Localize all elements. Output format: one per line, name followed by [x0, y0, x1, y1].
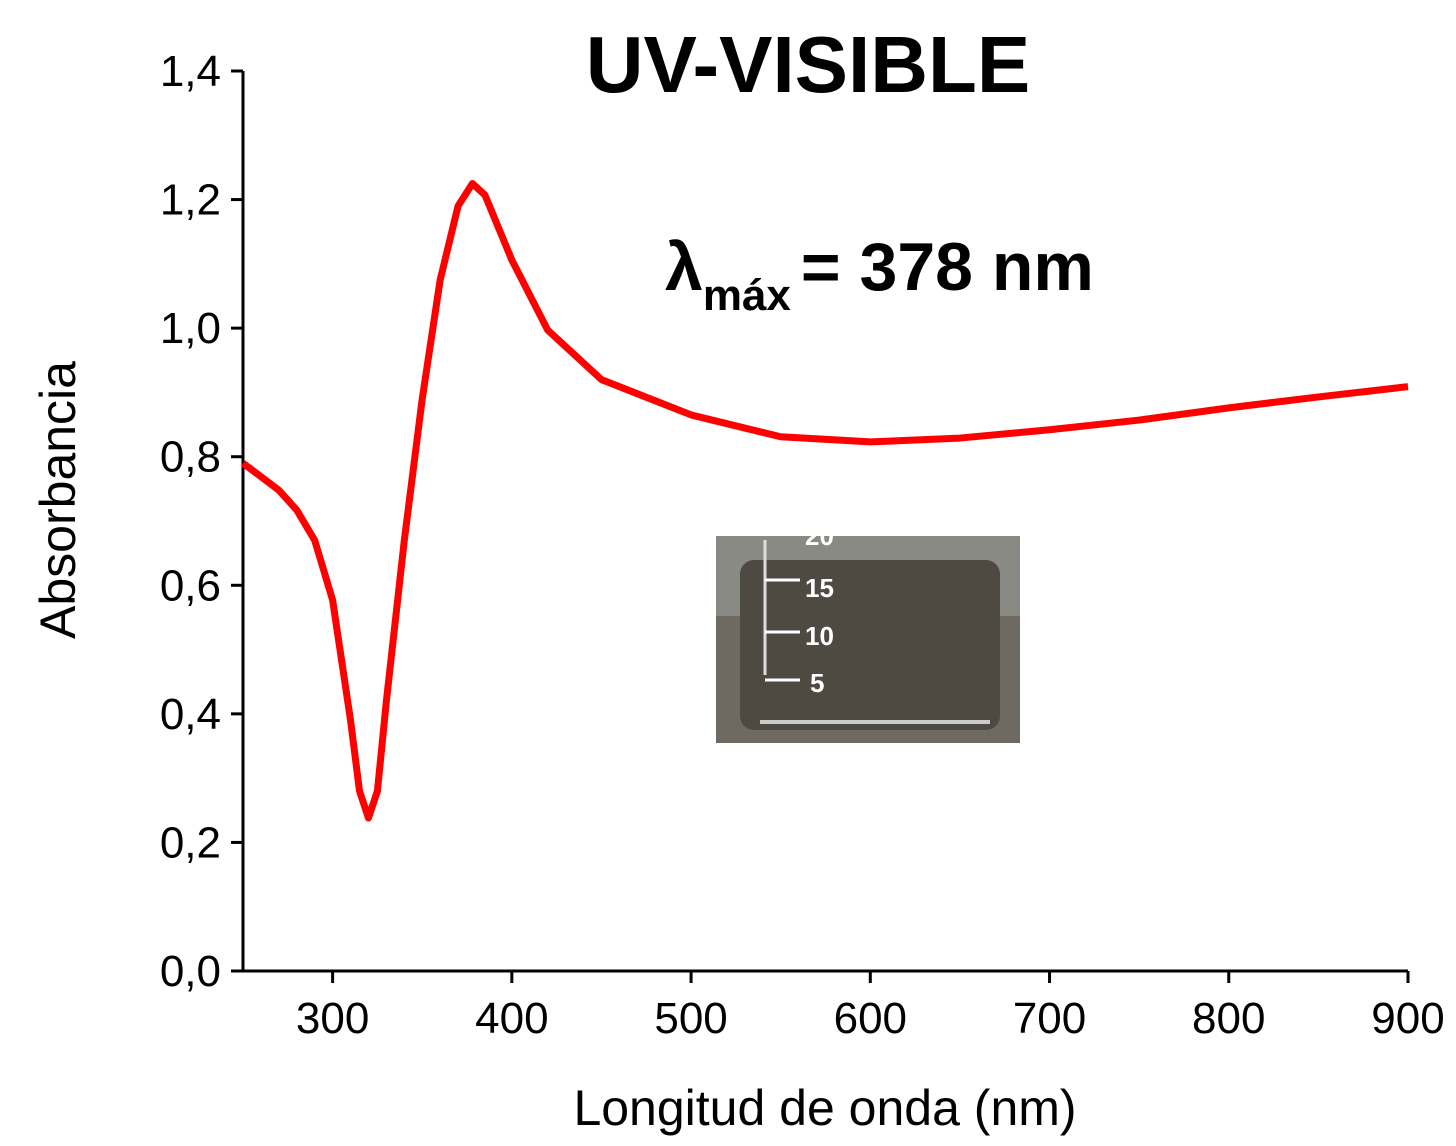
inset-label: 15 [805, 573, 834, 603]
x-tick-label: 900 [1371, 994, 1444, 1043]
beaker-liquid [740, 560, 1000, 730]
y-tick-label: 0,4 [160, 690, 221, 739]
x-axis-label: Longitud de onda (nm) [573, 1080, 1076, 1136]
inset-label: 20 [805, 521, 834, 551]
annotation-symbol: λ [665, 229, 703, 305]
y-tick-label: 0,8 [160, 433, 221, 482]
inset-label: 5 [810, 668, 824, 698]
y-tick-label: 0,0 [160, 947, 221, 996]
y-tick-label: 1,4 [160, 47, 221, 96]
y-tick-label: 0,2 [160, 818, 221, 867]
chart-title: UV-VISIBLE [586, 20, 1031, 109]
x-tick-label: 600 [834, 994, 907, 1043]
inset-label: 10 [805, 621, 834, 651]
y-tick-label: 1,0 [160, 304, 221, 353]
x-tick-label: 300 [296, 994, 369, 1043]
data-line [240, 180, 1409, 822]
x-tick-label: 700 [1013, 994, 1086, 1043]
x-tick-label: 400 [475, 994, 548, 1043]
y-tick-label: 1,2 [160, 176, 221, 225]
annotation: λmáx = 378 nm [665, 229, 1094, 320]
annotation-subscript: máx [703, 271, 792, 320]
y-axis-label: Absorbancia [30, 361, 86, 639]
annotation-text: = 378 nm [801, 229, 1094, 305]
x-tick-label: 800 [1192, 994, 1265, 1043]
inset-photo: 20 15 10 5 [716, 521, 1020, 743]
y-tick-label: 0,6 [160, 561, 221, 610]
x-tick-label: 500 [654, 994, 727, 1043]
